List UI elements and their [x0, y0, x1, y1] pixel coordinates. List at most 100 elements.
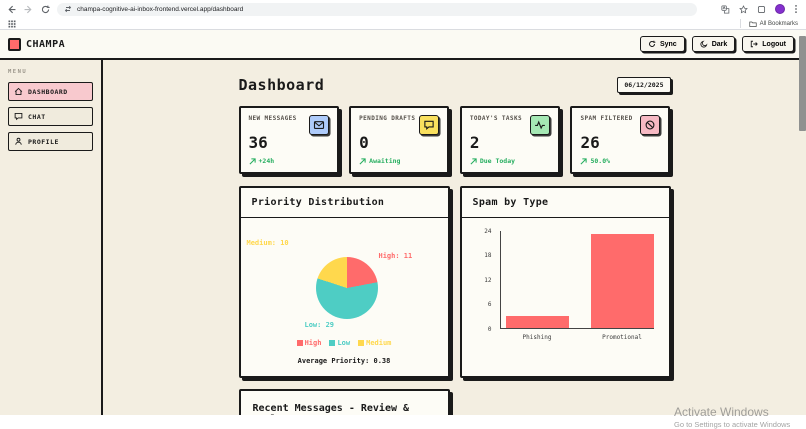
trend-up-icon: [580, 158, 587, 165]
recent-messages-panel: Recent Messages - Review & Reply: [239, 389, 450, 415]
sidebar-item-dashboard[interactable]: DASHBOARD: [8, 82, 93, 101]
brand-name: CHAMPA: [26, 39, 65, 50]
scrollbar-track[interactable]: [799, 30, 806, 415]
chat-icon: [14, 112, 23, 121]
folder-icon: [749, 20, 757, 28]
x-tick-label: Phishing: [506, 334, 569, 341]
main-area: Dashboard 06/12/2025 NEW MESSAGES 36 +24…: [103, 60, 806, 415]
stat-sub-label: 50.0%: [590, 157, 610, 165]
pie-label-low: Low: 29: [305, 321, 335, 329]
forward-icon[interactable]: [23, 4, 34, 15]
y-tick-label: 6: [462, 301, 492, 308]
legend-label: Medium: [366, 339, 391, 347]
legend-label: High: [305, 339, 322, 347]
stat-value: 2: [470, 133, 550, 152]
sidebar-item-label: DASHBOARD: [28, 88, 68, 96]
priority-distribution-panel: Priority Distribution Medium: 10 High: 1…: [239, 186, 450, 378]
sidebar-item-label: PROFILE: [28, 138, 59, 146]
panel-title: Priority Distribution: [252, 197, 385, 208]
sync-icon: [648, 40, 656, 48]
champa-app: CHAMPA Sync Dark Logout MENU DASHBOARD: [0, 30, 806, 415]
y-tick-label: 24: [462, 228, 492, 235]
menu-section-label: MENU: [8, 69, 93, 75]
moon-icon: [700, 40, 708, 48]
legend-item: Low: [329, 339, 350, 347]
sidebar-item-profile[interactable]: PROFILE: [8, 132, 93, 151]
all-bookmarks-label: All Bookmarks: [760, 21, 798, 27]
stat-label: NEW MESSAGES: [249, 115, 311, 123]
legend-item: Medium: [358, 339, 391, 347]
pie-label-medium: Medium: 10: [247, 239, 289, 247]
stat-value: 36: [249, 133, 329, 152]
sidebar-item-chat[interactable]: CHAT: [8, 107, 93, 126]
person-icon: [14, 137, 23, 146]
y-tick-label: 12: [462, 277, 492, 284]
bar-promotional: [591, 234, 654, 328]
all-bookmarks-button[interactable]: All Bookmarks: [740, 19, 798, 28]
legend-swatch: [297, 340, 303, 346]
app-header: CHAMPA Sync Dark Logout: [0, 30, 806, 60]
priority-pie: [316, 257, 378, 319]
stat-sub-label: +24h: [259, 157, 275, 165]
logout-icon: [750, 40, 758, 48]
legend-swatch: [358, 340, 364, 346]
translate-icon[interactable]: [721, 5, 730, 14]
trend-up-icon: [249, 158, 256, 165]
trend-up-icon: [470, 158, 477, 165]
sync-label: Sync: [660, 41, 677, 48]
draft-bubble-icon: [423, 119, 435, 131]
activity-icon: [534, 119, 546, 131]
champa-logo: [8, 38, 21, 51]
logout-button[interactable]: Logout: [742, 36, 794, 52]
spam-by-type-panel: Spam by Type Phishing Promotional 0 6 12 18 2…: [460, 186, 671, 378]
logout-label: Logout: [762, 41, 786, 48]
stat-label: TODAY'S TASKS: [470, 115, 532, 123]
y-tick-label: 18: [462, 252, 492, 259]
spam-bar-chart: Phishing Promotional 0 6 12 18 24: [462, 218, 669, 376]
back-icon[interactable]: [6, 4, 17, 15]
dark-mode-button[interactable]: Dark: [692, 36, 736, 52]
stat-value: 26: [580, 133, 660, 152]
panel-title: Spam by Type: [473, 197, 549, 208]
scrollbar-thumb[interactable]: [799, 36, 806, 131]
stat-label: SPAM FILTERED: [580, 115, 642, 123]
page-title: Dashboard: [239, 76, 325, 94]
x-tick-label: Promotional: [591, 334, 654, 341]
apps-grid-icon[interactable]: [8, 20, 16, 28]
sidebar: MENU DASHBOARD CHAT PROFILE: [0, 60, 103, 415]
sync-button[interactable]: Sync: [640, 36, 685, 52]
stat-card-todays-tasks: TODAY'S TASKS 2 Due Today: [460, 106, 560, 174]
stat-sub-label: Due Today: [480, 157, 515, 165]
legend-item: High: [297, 339, 322, 347]
stat-label: PENDING DRAFTS: [359, 115, 421, 123]
y-tick-label: 0: [462, 326, 492, 333]
legend-swatch: [329, 340, 335, 346]
legend-label: Low: [337, 339, 350, 347]
browser-toolbar: champa-cognitive-ai-inbox-frontend.verce…: [0, 0, 806, 18]
stat-card-pending-drafts: PENDING DRAFTS 0 Awaiting: [349, 106, 449, 174]
average-priority-text: Average Priority: 0.38: [241, 357, 448, 365]
envelope-icon: [313, 119, 325, 131]
bookmarks-bar: All Bookmarks: [0, 18, 806, 30]
sidebar-item-label: CHAT: [28, 113, 46, 121]
bookmark-star-icon[interactable]: [739, 5, 748, 14]
date-badge: 06/12/2025: [617, 77, 670, 93]
stat-card-new-messages: NEW MESSAGES 36 +24h: [239, 106, 339, 174]
extensions-icon[interactable]: [757, 5, 766, 14]
url-text: champa-cognitive-ai-inbox-frontend.verce…: [77, 6, 243, 13]
ban-icon: [644, 119, 656, 131]
pie-label-high: High: 11: [379, 252, 413, 260]
site-info-icon[interactable]: [64, 5, 72, 13]
reload-icon[interactable]: [40, 4, 51, 15]
bar-phishing: [506, 316, 569, 328]
dark-label: Dark: [712, 41, 728, 48]
home-icon: [14, 87, 23, 96]
stat-sub-label: Awaiting: [369, 157, 400, 165]
stats-row: NEW MESSAGES 36 +24h PENDING DRAFTS 0: [239, 106, 671, 174]
profile-avatar[interactable]: [775, 4, 785, 14]
trend-up-icon: [359, 158, 366, 165]
url-bar[interactable]: champa-cognitive-ai-inbox-frontend.verce…: [57, 3, 697, 16]
menu-kebab-icon[interactable]: [794, 4, 798, 14]
pie-legend: High Low Medium: [241, 339, 448, 347]
stat-value: 0: [359, 133, 439, 152]
